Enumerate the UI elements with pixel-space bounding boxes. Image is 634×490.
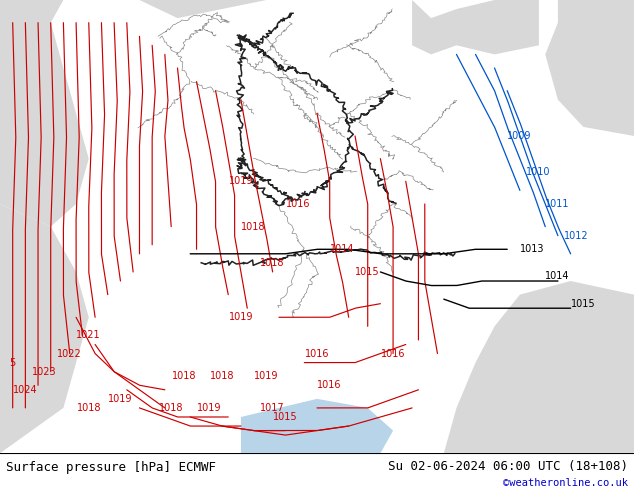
Text: 1019: 1019 xyxy=(254,371,278,381)
Text: 1016: 1016 xyxy=(286,199,310,209)
Text: 1016: 1016 xyxy=(381,348,405,359)
Text: 1016: 1016 xyxy=(318,380,342,390)
Text: 1015: 1015 xyxy=(571,299,595,309)
Text: 1019: 1019 xyxy=(229,176,253,186)
Text: 1022: 1022 xyxy=(57,348,82,359)
Polygon shape xyxy=(241,399,393,453)
Text: 1010: 1010 xyxy=(526,167,551,177)
Polygon shape xyxy=(139,0,266,18)
Text: Surface pressure [hPa] ECMWF: Surface pressure [hPa] ECMWF xyxy=(6,462,216,474)
Text: 1009: 1009 xyxy=(507,131,532,141)
Text: 1024: 1024 xyxy=(13,385,37,395)
Polygon shape xyxy=(412,0,539,54)
Polygon shape xyxy=(0,0,89,226)
Polygon shape xyxy=(0,204,89,453)
Text: 1015: 1015 xyxy=(273,412,297,422)
Text: 1014: 1014 xyxy=(545,271,570,281)
Text: 1018: 1018 xyxy=(77,403,101,413)
Text: 1021: 1021 xyxy=(77,330,101,341)
Text: 1018: 1018 xyxy=(261,258,285,268)
Text: 1017: 1017 xyxy=(261,403,285,413)
Text: 1016: 1016 xyxy=(305,348,329,359)
Text: 1013: 1013 xyxy=(520,245,545,254)
Polygon shape xyxy=(444,281,634,453)
Text: 1018: 1018 xyxy=(210,371,234,381)
Text: 1014: 1014 xyxy=(330,245,354,254)
Text: 1018: 1018 xyxy=(159,403,183,413)
Text: ©weatheronline.co.uk: ©weatheronline.co.uk xyxy=(503,478,628,489)
Text: 1019: 1019 xyxy=(229,312,253,322)
Text: 1018: 1018 xyxy=(242,221,266,232)
Text: 1015: 1015 xyxy=(356,267,380,277)
Text: 1011: 1011 xyxy=(545,199,570,209)
Text: 1019: 1019 xyxy=(108,394,133,404)
Text: 1023: 1023 xyxy=(32,367,56,377)
Text: 1018: 1018 xyxy=(172,371,196,381)
Text: 1019: 1019 xyxy=(197,403,221,413)
Text: Su 02-06-2024 06:00 UTC (18+108): Su 02-06-2024 06:00 UTC (18+108) xyxy=(387,460,628,473)
Text: 5: 5 xyxy=(10,358,16,368)
Text: 1012: 1012 xyxy=(564,231,589,241)
Polygon shape xyxy=(545,0,634,136)
